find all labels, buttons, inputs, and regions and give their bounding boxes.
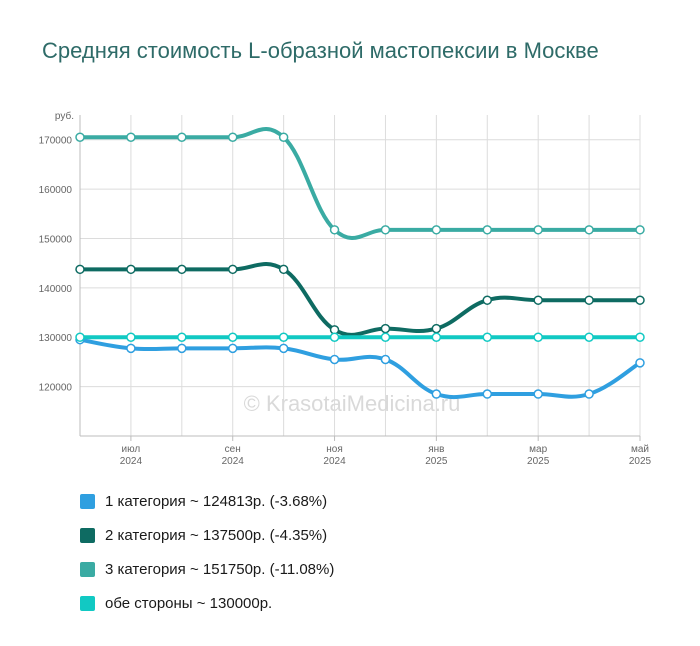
series-4-point <box>584 332 594 342</box>
series-2-line <box>78 262 642 337</box>
x-tick-month: сен <box>225 444 241 455</box>
legend-swatch-2 <box>80 527 95 543</box>
x-tick-year: 2024 <box>323 456 346 467</box>
x-tick-month: ноя <box>326 444 343 455</box>
series-1-point <box>75 132 85 142</box>
series-3-point <box>227 343 238 354</box>
series-3-point <box>177 343 187 354</box>
x-tick-year: 2025 <box>527 456 550 467</box>
line-chart: 120000 130000 140000 150000 160000 170000 руб.… <box>39 110 652 467</box>
series-1-point <box>329 225 340 235</box>
series-1-point <box>380 225 391 235</box>
series-1-line <box>78 127 642 241</box>
series-4-point <box>227 332 238 342</box>
series-3-point <box>380 354 391 365</box>
legend-label-2: 2 категория ~ 137500р. (-4.35%) <box>105 526 328 544</box>
legend-label-3: 3 категория ~ 151750р. (-11.08%) <box>105 560 335 578</box>
y-tick-label: 120000 <box>39 383 73 394</box>
x-tick-month: мар <box>529 444 547 455</box>
legend-label-1: 1 категория ~ 124813р. (-3.68%) <box>105 492 328 510</box>
series-1-point <box>533 225 543 235</box>
legend-swatch-4 <box>80 595 95 611</box>
series-4-point <box>380 332 391 342</box>
series-2-point <box>278 264 289 275</box>
series-4-point <box>177 332 187 342</box>
legend-swatch-3 <box>80 561 95 577</box>
series-2-point <box>227 264 238 275</box>
series-4-point <box>482 332 493 342</box>
series-1-point <box>584 225 594 235</box>
legend-item-4[interactable]: обе стороны ~ 130000р. <box>80 586 334 620</box>
series-3-point <box>126 343 136 354</box>
x-tick-month: июл <box>122 444 141 455</box>
series-2-point <box>380 323 391 334</box>
series-2-point <box>177 264 187 275</box>
series-3-point <box>329 354 340 365</box>
series-1-point <box>177 132 187 142</box>
y-unit-label: руб. <box>55 110 74 122</box>
series-4-point <box>329 332 340 342</box>
series-2-point <box>482 295 493 305</box>
series-4-point <box>126 332 136 342</box>
y-tick-label: 140000 <box>39 284 73 295</box>
series-4-point <box>75 332 85 342</box>
series-2-point <box>431 323 442 334</box>
x-tick-year: 2025 <box>629 456 652 467</box>
x-tick-year: 2024 <box>222 456 245 467</box>
series-4-point <box>431 332 442 342</box>
x-tick-month: май <box>631 444 649 455</box>
series-3-line <box>78 337 642 400</box>
legend-item-1[interactable]: 1 категория ~ 124813р. (-3.68%) <box>80 484 334 518</box>
legend: 1 категория ~ 124813р. (-3.68%) 2 катего… <box>80 484 334 620</box>
x-tick-year: 2024 <box>120 456 143 467</box>
watermark: © KrasotaiMedicina.ru <box>244 391 461 416</box>
series-3-point <box>533 389 543 399</box>
series-4-point <box>278 332 289 342</box>
series-2-point <box>75 264 85 275</box>
series-1-point <box>227 132 238 142</box>
y-tick-label: 160000 <box>39 185 73 196</box>
series-2-point <box>126 264 136 275</box>
legend-item-3[interactable]: 3 категория ~ 151750р. (-11.08%) <box>80 552 334 586</box>
series-1-point <box>431 225 442 235</box>
series-2-point <box>533 295 543 305</box>
y-tick-label: 170000 <box>39 136 73 147</box>
series-1-point <box>278 132 289 142</box>
x-tick-month: янв <box>428 444 444 455</box>
series-1-point <box>482 225 493 235</box>
series-4-point <box>635 332 645 342</box>
series-1-point <box>635 225 645 235</box>
series-4-point <box>533 332 543 342</box>
series-3-point <box>584 389 594 399</box>
y-tick-label: 150000 <box>39 234 73 245</box>
series-3-point <box>431 389 442 399</box>
series-1-point <box>126 132 136 142</box>
series-3-point <box>278 343 289 354</box>
series-3-point <box>482 389 493 399</box>
series-2-point <box>635 295 645 305</box>
chart-title: Средняя стоимость L-образной мастопексии… <box>42 38 599 63</box>
x-tick-year: 2025 <box>425 456 448 467</box>
series-3-point <box>635 358 645 368</box>
y-tick-label: 130000 <box>39 333 73 344</box>
series-2-point <box>584 295 594 305</box>
legend-swatch-1 <box>80 493 95 509</box>
legend-label-4: обе стороны ~ 130000р. <box>105 594 273 612</box>
legend-item-2[interactable]: 2 категория ~ 137500р. (-4.35%) <box>80 518 334 552</box>
